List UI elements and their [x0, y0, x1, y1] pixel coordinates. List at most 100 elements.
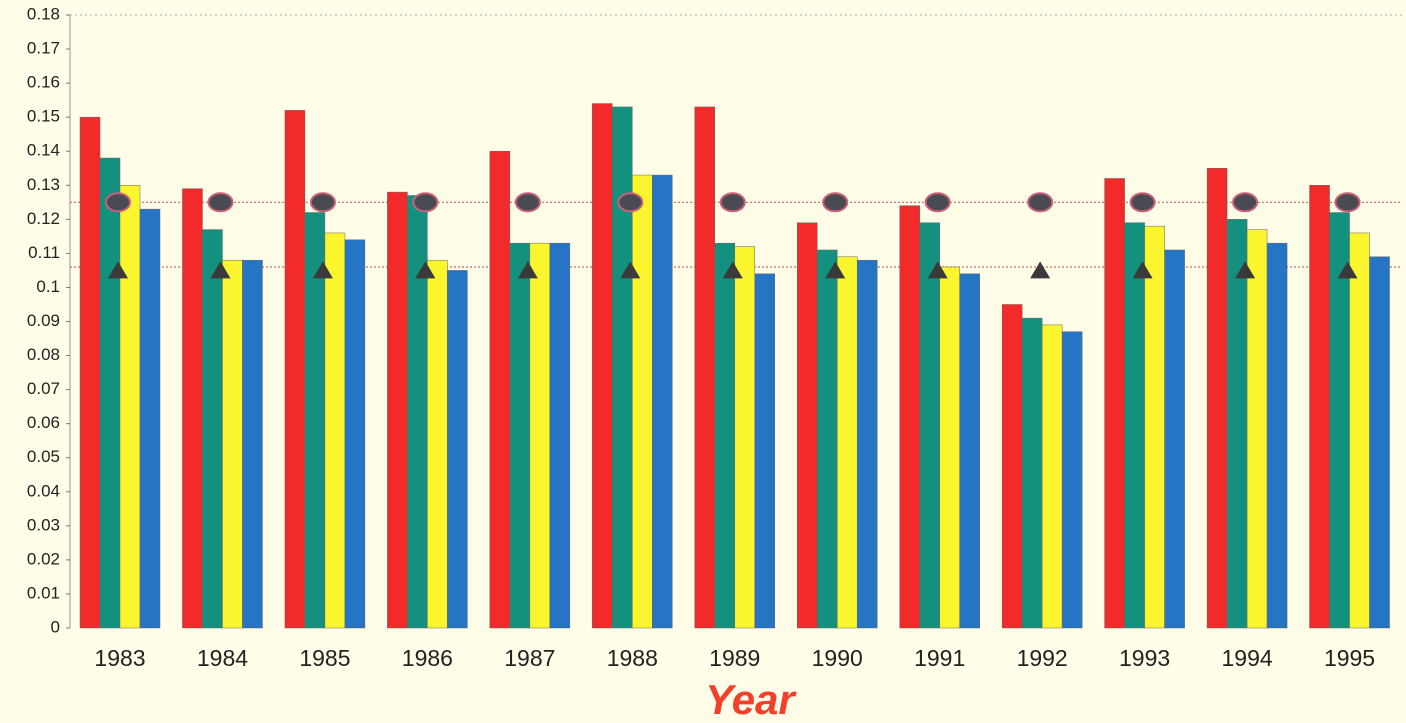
bar — [182, 188, 203, 629]
bar — [1369, 256, 1390, 629]
x-tick-label: 1988 — [607, 645, 658, 671]
y-tick-label: 0.07 — [27, 379, 60, 398]
bar — [344, 239, 366, 629]
marker-triangle — [722, 261, 743, 279]
bar — [1041, 324, 1063, 629]
marker-triangle — [210, 261, 231, 279]
marker-triangle — [517, 261, 538, 279]
bar — [796, 222, 818, 629]
bar — [119, 185, 141, 629]
bar — [652, 174, 673, 629]
bar — [549, 242, 571, 629]
marker-ellipse — [617, 192, 644, 213]
x-tick-label: 1986 — [402, 645, 453, 671]
marker-ellipse — [1232, 192, 1259, 213]
y-tick-label: 0.15 — [27, 107, 60, 126]
bar — [939, 266, 960, 629]
bar — [202, 229, 223, 629]
bar — [836, 256, 858, 629]
bar — [1309, 185, 1330, 629]
marker-ellipse — [719, 192, 746, 213]
x-axis-label: Year — [705, 676, 797, 723]
bar — [714, 242, 736, 629]
marker-triangle — [415, 261, 436, 279]
marker-ellipse — [207, 192, 234, 213]
y-tick-label: 0.06 — [27, 413, 60, 432]
x-tick-label: 1983 — [94, 645, 145, 671]
y-tick-label: 0.05 — [27, 447, 60, 466]
marker-triangle — [927, 261, 948, 279]
y-tick-label: 0.04 — [27, 481, 60, 500]
bar — [1164, 249, 1185, 629]
marker-ellipse — [412, 192, 439, 213]
bar — [407, 195, 428, 629]
x-tick-label: 1990 — [812, 645, 863, 671]
marker-ellipse — [1027, 192, 1054, 213]
y-tick-label: 0 — [51, 617, 60, 636]
marker-triangle — [108, 261, 128, 279]
bar — [427, 259, 448, 629]
y-tick-label: 0.02 — [27, 549, 60, 568]
y-tick-label: 0.08 — [27, 345, 60, 364]
bar — [1246, 229, 1268, 629]
marker-ellipse — [105, 192, 131, 213]
y-tick-label: 0.1 — [36, 277, 60, 296]
marker-triangle — [620, 261, 641, 279]
bar — [489, 150, 511, 629]
bar — [919, 222, 940, 629]
marker-ellipse — [309, 192, 336, 213]
marker-triangle — [1337, 261, 1358, 279]
marker-triangle — [1235, 261, 1256, 279]
bar — [1266, 242, 1288, 629]
bar — [1349, 232, 1370, 629]
x-tick-label: 1995 — [1324, 645, 1375, 671]
y-tick-label: 0.01 — [27, 583, 60, 602]
bar — [222, 259, 243, 629]
bar — [1124, 222, 1145, 629]
x-tick-label: 1985 — [299, 645, 350, 671]
marker-ellipse — [924, 192, 951, 213]
bar — [387, 191, 408, 629]
bar — [1001, 304, 1023, 629]
bar — [79, 116, 101, 629]
bar — [632, 174, 653, 629]
marker-triangle — [312, 261, 333, 279]
y-tick-label: 0.12 — [27, 209, 60, 228]
bar — [242, 259, 263, 629]
bar — [959, 273, 980, 629]
marker-triangle — [1132, 261, 1153, 279]
marker-ellipse — [1334, 192, 1361, 213]
bar — [284, 110, 306, 629]
bar — [1061, 331, 1083, 629]
y-tick-label: 0.14 — [27, 141, 60, 160]
bar — [612, 106, 633, 629]
x-tick-label: 1989 — [709, 645, 760, 671]
x-tick-label: 1993 — [1119, 645, 1170, 671]
x-tick-label: 1984 — [197, 645, 248, 671]
marker-ellipse — [514, 192, 541, 213]
bar — [1144, 225, 1165, 629]
bar — [592, 103, 613, 629]
marker-ellipse — [1129, 192, 1156, 213]
y-tick-label: 0.09 — [27, 311, 60, 330]
marker-triangle — [825, 261, 846, 279]
y-tick-label: 0.17 — [27, 39, 60, 58]
bar — [1104, 178, 1125, 629]
bar — [139, 208, 161, 629]
x-tick-label: 1987 — [504, 645, 555, 671]
bar — [1206, 168, 1228, 629]
marker-triangle — [1030, 261, 1051, 279]
bar — [754, 273, 776, 629]
bar — [447, 270, 468, 629]
bar — [734, 246, 756, 629]
bar — [509, 242, 531, 629]
y-tick-label: 0.11 — [28, 243, 60, 262]
bar — [694, 106, 716, 629]
bar — [324, 232, 346, 629]
y-tick-label: 0.16 — [27, 73, 60, 92]
x-tick-label: 1992 — [1017, 645, 1068, 671]
bar — [99, 157, 121, 629]
x-tick-label: 1994 — [1221, 645, 1272, 671]
